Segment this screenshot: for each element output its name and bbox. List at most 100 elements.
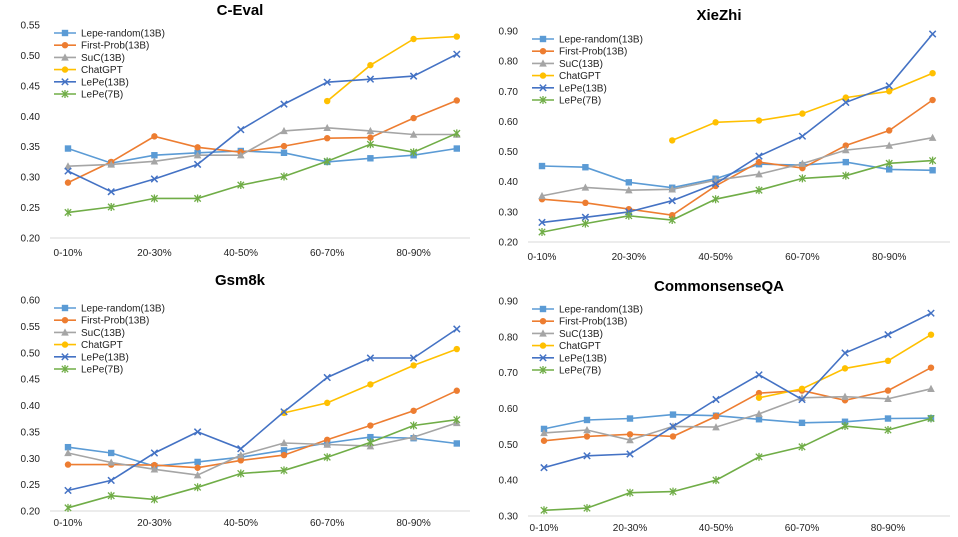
data-point-first-prob-13b bbox=[151, 461, 158, 469]
legend-label-first-prob-13b: First-Prob(13B) bbox=[81, 316, 149, 327]
data-point-lepe-13b bbox=[798, 395, 806, 404]
legend-label-lepe-7b: LePe(7B) bbox=[81, 90, 123, 101]
data-point-lepe-7b bbox=[842, 171, 850, 180]
y-tick-label: 0.45 bbox=[21, 375, 41, 386]
legend-marker-lepe-13b bbox=[539, 354, 547, 362]
chart-title: C-Eval bbox=[217, 2, 264, 19]
data-point-lepe-7b bbox=[625, 211, 633, 220]
data-point-lepe-7b bbox=[928, 156, 937, 165]
data-point-first-prob-13b bbox=[280, 451, 288, 459]
data-point-chatgpt bbox=[884, 357, 892, 365]
series-line-lepe-7b bbox=[67, 418, 457, 509]
data-point-suc-13b bbox=[712, 423, 720, 431]
series-line-first-prob-13b bbox=[67, 99, 458, 184]
data-point-lepe-random-13b bbox=[582, 164, 589, 171]
data-point-lepe-13b bbox=[237, 445, 245, 453]
x-tick-label: 80-90% bbox=[396, 248, 431, 259]
y-tick-label: 0.20 bbox=[499, 238, 519, 249]
data-point-chatgpt bbox=[367, 381, 374, 388]
legend-label-chatgpt: ChatGPT bbox=[559, 71, 601, 82]
data-point-lepe-7b bbox=[798, 174, 807, 183]
legend-marker-lepe-13b bbox=[61, 353, 69, 361]
x-tick-label: 80-90% bbox=[872, 252, 907, 263]
data-point-chatgpt bbox=[755, 117, 763, 124]
data-point-lepe-7b bbox=[409, 148, 418, 157]
data-point-suc-13b bbox=[885, 141, 893, 149]
data-point-first-prob-13b bbox=[884, 387, 892, 394]
data-point-lepe-random-13b bbox=[108, 449, 115, 457]
data-point-lepe-random-13b bbox=[367, 433, 374, 441]
chart-svg-gsm8k: Gsm8k 0.20 0.25 0.30 0.35 0.40 0.45 0.50 0.55 0.6… bbox=[21, 272, 470, 529]
legend-label-chatgpt: ChatGPT bbox=[559, 341, 601, 352]
data-point-first-prob-13b bbox=[194, 464, 201, 471]
data-point-lepe-13b bbox=[626, 450, 634, 458]
x-tick-label: 40-50% bbox=[699, 523, 734, 534]
data-point-chatgpt bbox=[410, 35, 417, 43]
data-point-first-prob-13b bbox=[886, 127, 893, 134]
data-point-first-prob-13b bbox=[237, 457, 244, 464]
data-point-suc-13b bbox=[64, 162, 72, 170]
data-point-first-prob-13b bbox=[324, 436, 331, 443]
x-tick-label: 0-10% bbox=[530, 523, 559, 534]
data-point-lepe-7b bbox=[885, 159, 893, 168]
data-point-suc-13b bbox=[237, 451, 245, 459]
data-point-lepe-13b bbox=[927, 309, 935, 317]
data-point-lepe-13b bbox=[280, 408, 288, 416]
data-point-lepe-random-13b bbox=[626, 415, 634, 422]
legend-label-chatgpt: ChatGPT bbox=[81, 340, 123, 351]
y-tick-label: 0.90 bbox=[499, 27, 519, 38]
data-point-lepe-13b bbox=[64, 167, 72, 175]
data-point-lepe-7b bbox=[711, 195, 720, 204]
data-point-lepe-random-13b bbox=[194, 458, 201, 466]
x-tick-label: 60-70% bbox=[785, 523, 820, 534]
y-tick-label: 0.90 bbox=[499, 297, 519, 308]
data-point-first-prob-13b bbox=[540, 437, 548, 444]
data-point-lepe-7b bbox=[841, 422, 849, 431]
legend-marker-lepe-7b bbox=[539, 366, 547, 374]
data-point-lepe-13b bbox=[798, 132, 807, 140]
chart-svg-xiezhi: XieZhi 0.20 0.30 0.40 0.50 0.60 0.70 0.80 0.90 0-… bbox=[499, 7, 950, 263]
series-line-lepe-13b bbox=[67, 328, 458, 492]
x-tick-label: 80-90% bbox=[871, 523, 906, 534]
data-point-lepe-13b bbox=[540, 463, 548, 472]
x-tick-label: 40-50% bbox=[698, 252, 733, 263]
data-point-suc-13b bbox=[150, 465, 159, 473]
data-point-first-prob-13b bbox=[280, 142, 288, 150]
data-point-chatgpt bbox=[410, 362, 417, 369]
series-lepe-13b bbox=[540, 309, 935, 472]
legend-marker-chatgpt bbox=[539, 342, 547, 349]
data-point-suc-13b bbox=[841, 392, 849, 400]
data-point-lepe-7b bbox=[64, 208, 72, 217]
data-point-first-prob-13b bbox=[453, 97, 460, 104]
data-point-suc-13b bbox=[237, 151, 245, 159]
data-point-suc-13b bbox=[928, 133, 937, 141]
chart-panel-ceval: C-Eval 0.20 0.25 0.30 0.35 0.40 0.45 0.50 0.55 0-… bbox=[0, 0, 480, 268]
data-point-suc-13b bbox=[583, 426, 591, 434]
y-tick-label: 0.30 bbox=[499, 207, 519, 218]
data-point-lepe-7b bbox=[323, 157, 331, 166]
legend-label-lepe-7b: LePe(7B) bbox=[81, 365, 123, 376]
data-point-suc-13b bbox=[581, 183, 590, 191]
data-point-first-prob-13b bbox=[410, 407, 417, 414]
legend-label-lepe-13b: LePe(13B) bbox=[559, 353, 607, 364]
series-line-chatgpt bbox=[326, 35, 457, 102]
legend-marker-lepe-random-13b bbox=[539, 305, 547, 313]
x-tick-label: 60-70% bbox=[310, 248, 345, 259]
legend-label-lepe-13b: LePe(13B) bbox=[81, 77, 129, 88]
y-tick-label: 0.25 bbox=[21, 203, 41, 214]
data-point-lepe-7b bbox=[581, 219, 590, 228]
data-point-suc-13b bbox=[107, 160, 115, 168]
y-tick-label: 0.60 bbox=[499, 404, 519, 415]
y-tick-label: 0.30 bbox=[499, 512, 519, 523]
data-point-lepe-7b bbox=[280, 466, 288, 475]
data-point-lepe-7b bbox=[237, 181, 245, 190]
data-point-lepe-random-13b bbox=[453, 145, 460, 152]
data-point-suc-13b bbox=[193, 471, 202, 479]
series-lepe-random-13b bbox=[538, 158, 936, 191]
legend-marker-lepe-random-13b bbox=[61, 29, 69, 37]
legend-label-lepe-13b: LePe(13B) bbox=[81, 352, 129, 363]
data-point-suc-13b bbox=[668, 185, 676, 193]
data-point-first-prob-13b bbox=[367, 134, 374, 141]
data-point-suc-13b bbox=[884, 394, 892, 403]
legend-marker-suc-13b bbox=[539, 59, 547, 67]
